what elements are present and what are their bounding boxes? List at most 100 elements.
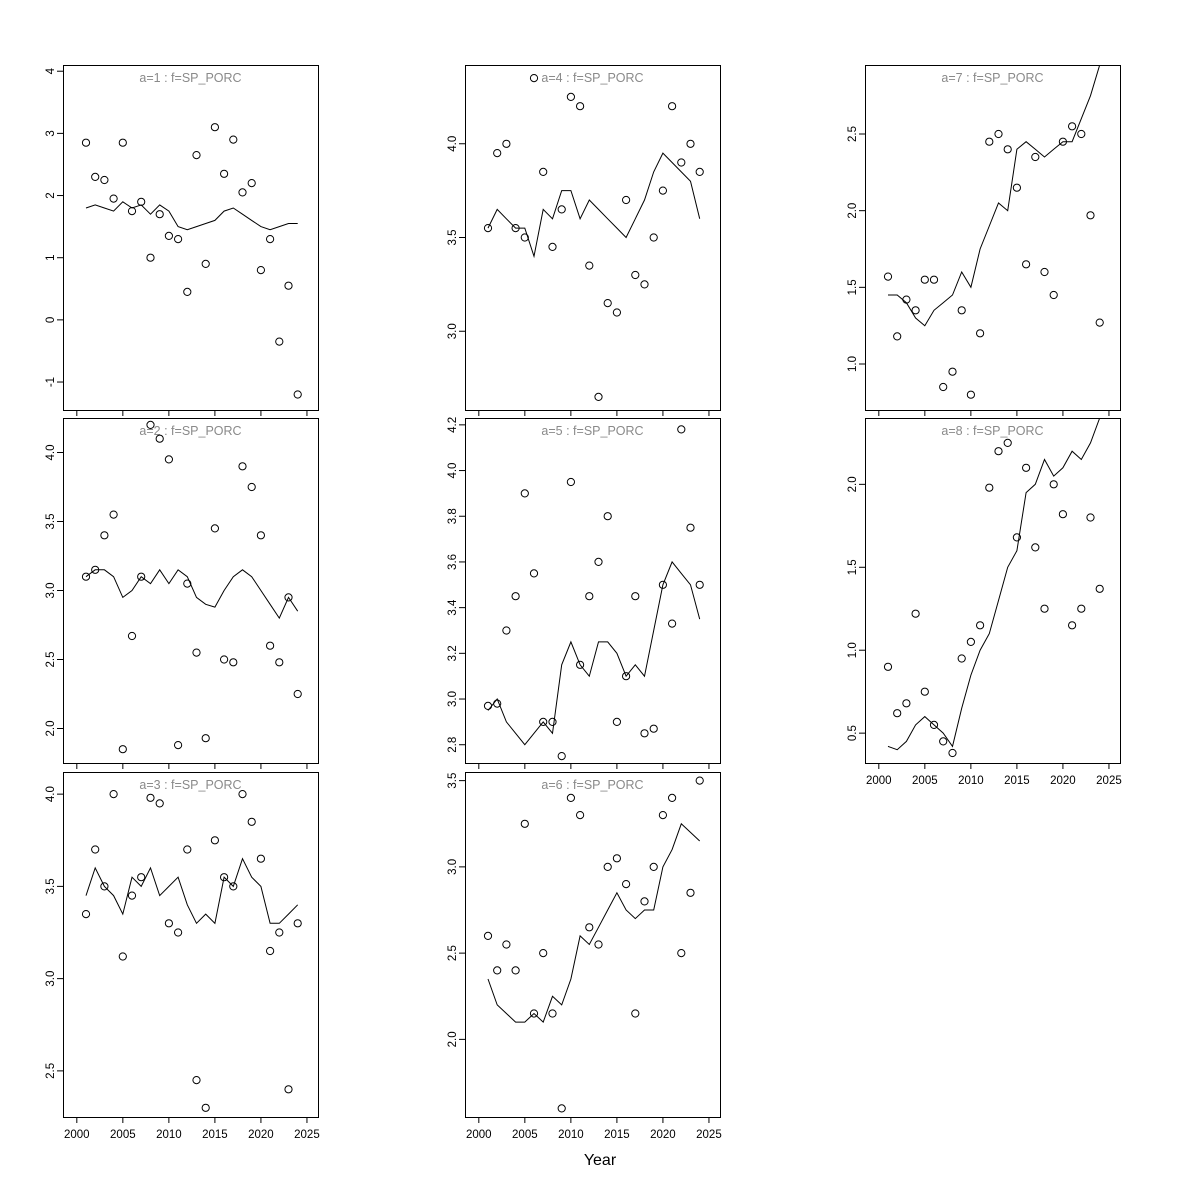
data-point bbox=[985, 483, 994, 492]
data-point bbox=[631, 1009, 640, 1018]
data-point bbox=[1095, 318, 1104, 327]
y-tick-label: 2.0 bbox=[447, 1031, 459, 1047]
data-point bbox=[576, 811, 585, 820]
data-point bbox=[1086, 513, 1095, 522]
data-point bbox=[603, 299, 612, 308]
data-point bbox=[247, 482, 256, 492]
data-point bbox=[548, 1009, 557, 1018]
data-point bbox=[594, 557, 603, 567]
x-tick-label: 2015 bbox=[202, 1129, 228, 1141]
data-point bbox=[91, 565, 100, 574]
data-point bbox=[948, 367, 957, 376]
data-point bbox=[677, 949, 686, 958]
data-point bbox=[1022, 463, 1031, 472]
data-point bbox=[668, 102, 677, 111]
data-point bbox=[1068, 122, 1077, 131]
plot-box bbox=[465, 65, 721, 411]
data-point bbox=[622, 880, 631, 889]
data-point bbox=[100, 882, 109, 891]
data-point bbox=[603, 862, 612, 872]
plot-box bbox=[465, 418, 721, 764]
data-point bbox=[146, 420, 155, 429]
x-tick-label: 2025 bbox=[1096, 775, 1122, 787]
plot-box bbox=[465, 772, 721, 1118]
data-point bbox=[502, 139, 511, 148]
data-point bbox=[192, 151, 201, 160]
y-tick-label: 3.5 bbox=[447, 773, 459, 789]
panel-title: a=6 : f=SP_PORC bbox=[541, 778, 643, 792]
x-tick-label: 2000 bbox=[866, 775, 892, 787]
x-tick-label: 2010 bbox=[958, 775, 984, 787]
data-point bbox=[994, 447, 1003, 456]
x-tick-label: 2020 bbox=[650, 1129, 676, 1141]
data-point bbox=[539, 717, 548, 727]
x-tick-label: 2025 bbox=[294, 1129, 320, 1141]
data-point bbox=[275, 337, 284, 346]
fit-line bbox=[85, 568, 299, 620]
panel-title: a=4 : f=SP_PORC bbox=[541, 71, 643, 85]
data-point bbox=[220, 169, 229, 178]
data-point bbox=[502, 940, 511, 949]
data-point bbox=[293, 390, 302, 399]
data-point bbox=[146, 793, 155, 802]
data-point bbox=[893, 332, 902, 341]
data-point bbox=[229, 135, 238, 144]
y-tick-label: 3.8 bbox=[447, 508, 459, 524]
data-point bbox=[911, 609, 920, 618]
y-tick-label: 3.0 bbox=[45, 971, 57, 987]
fit-line bbox=[487, 152, 701, 259]
data-point bbox=[677, 425, 686, 434]
data-point bbox=[192, 1076, 201, 1085]
data-point bbox=[649, 233, 658, 242]
data-point bbox=[220, 873, 229, 882]
data-point bbox=[520, 233, 529, 242]
fit-line bbox=[487, 560, 701, 746]
data-point bbox=[920, 687, 929, 696]
data-point bbox=[640, 897, 649, 906]
data-point bbox=[686, 888, 695, 897]
y-tick-label: 3 bbox=[45, 130, 57, 136]
data-point bbox=[266, 946, 275, 956]
data-point bbox=[1040, 604, 1049, 613]
x-tick-label: 2015 bbox=[604, 1129, 630, 1141]
data-point bbox=[256, 854, 265, 863]
data-point bbox=[109, 194, 118, 203]
data-point bbox=[1077, 129, 1086, 139]
data-point bbox=[118, 138, 127, 147]
panel-a1: a=1 : f=SP_PORC -1 0 1 2 3 4 bbox=[45, 65, 319, 416]
data-point bbox=[127, 891, 137, 900]
data-point bbox=[100, 531, 109, 540]
data-point bbox=[229, 882, 238, 891]
data-point bbox=[893, 709, 902, 718]
data-point bbox=[210, 524, 219, 533]
data-point bbox=[640, 729, 649, 738]
data-point bbox=[493, 699, 502, 708]
data-point bbox=[183, 287, 192, 296]
y-tick-label: 3.5 bbox=[447, 230, 459, 246]
data-point bbox=[957, 654, 966, 663]
fit-line bbox=[85, 201, 298, 231]
y-tick-label: -1 bbox=[45, 377, 57, 387]
x-tick-label: 2000 bbox=[64, 1129, 90, 1141]
data-point bbox=[520, 819, 529, 828]
data-point bbox=[566, 92, 576, 102]
data-point bbox=[284, 593, 293, 602]
y-tick-label: 2.5 bbox=[45, 652, 57, 668]
y-tick-label: 2 bbox=[45, 192, 57, 198]
data-point bbox=[1031, 152, 1040, 162]
data-point bbox=[585, 261, 594, 270]
data-point bbox=[256, 266, 265, 275]
x-tick-label: 2020 bbox=[1050, 775, 1076, 787]
panel-a2: a=2 : f=SP_PORC 2.0 2.5 3.0 3.5 4.0 bbox=[45, 418, 319, 769]
data-point bbox=[585, 592, 594, 601]
x-tick-label: 2005 bbox=[110, 1129, 136, 1141]
data-point bbox=[174, 928, 183, 937]
x-tick-label: 2005 bbox=[912, 775, 938, 787]
panel-a4: a=4 : f=SP_PORC 3.0 3.5 4.0 bbox=[447, 65, 721, 416]
data-point bbox=[1031, 543, 1040, 552]
data-point bbox=[1077, 604, 1086, 613]
data-point bbox=[266, 235, 275, 244]
data-point bbox=[146, 253, 155, 262]
data-point bbox=[631, 270, 640, 280]
